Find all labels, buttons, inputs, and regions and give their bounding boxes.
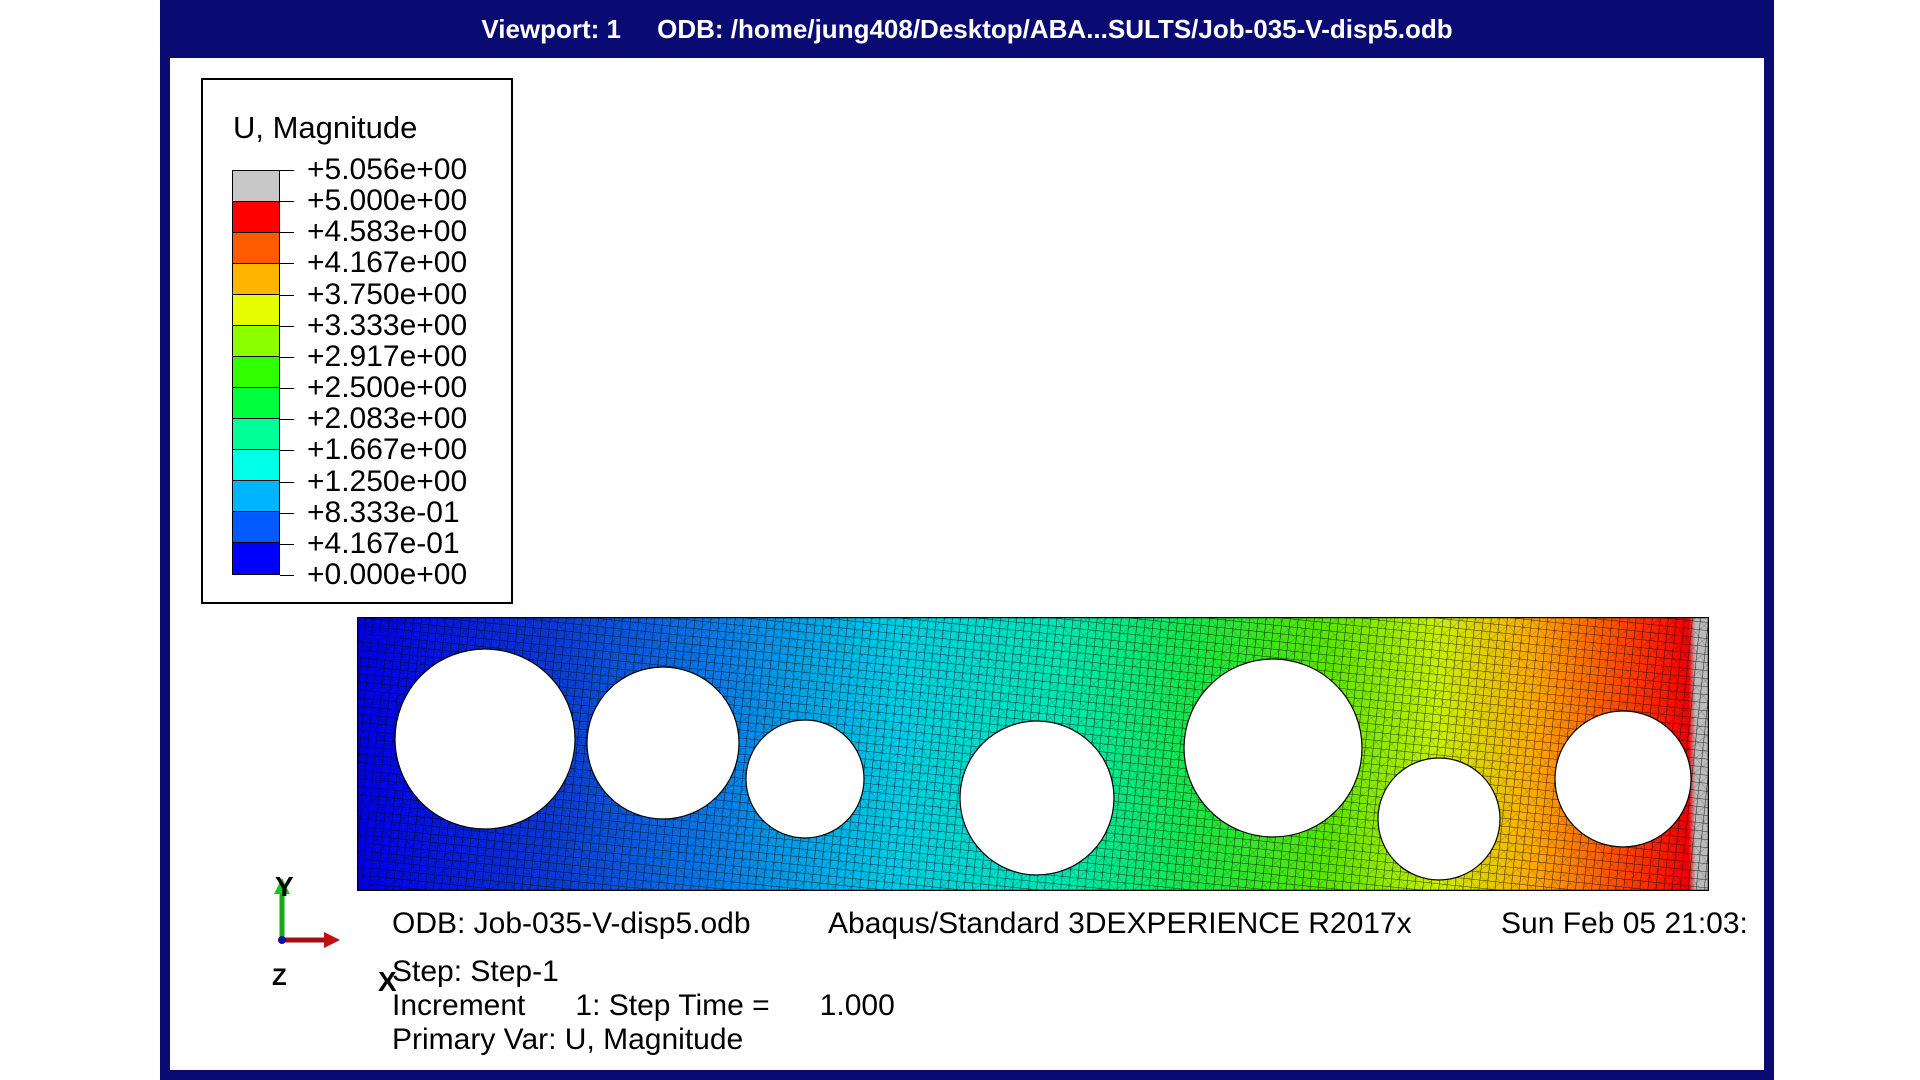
viewport-frame[interactable]: Viewport: 1 ODB: /home/jung408/Desktop/A… — [160, 0, 1774, 1080]
legend-value-label: +5.000e+00 — [307, 184, 468, 218]
legend-tick — [280, 575, 294, 576]
legend-tick — [280, 232, 294, 234]
plate-hole — [1554, 710, 1692, 848]
legend-value-label: +2.917e+00 — [307, 339, 468, 373]
legend-value-label: +2.500e+00 — [307, 371, 468, 405]
legend-color-bar — [232, 170, 280, 575]
plate-hole — [394, 648, 576, 830]
fe-model-contour-plot[interactable] — [357, 617, 1709, 891]
legend-swatch — [233, 419, 279, 450]
primary-var-info: Primary Var: U, Magnitude — [392, 1023, 744, 1056]
legend-value-label: +0.000e+00 — [307, 558, 468, 591]
solver-info: Abaqus/Standard 3DEXPERIENCE R2017x — [828, 907, 1412, 940]
legend-tick — [280, 263, 294, 265]
x-axis-arrow — [324, 932, 340, 948]
legend-value-label: +8.333e-01 — [307, 495, 460, 529]
legend-tick — [280, 325, 294, 327]
legend-tick — [280, 543, 294, 545]
legend-swatch — [233, 357, 279, 388]
y-axis-arrow — [274, 878, 290, 894]
date-info: Sun Feb 05 21:03: — [1501, 907, 1748, 940]
legend-value-label: +4.583e+00 — [307, 215, 468, 249]
legend-tick — [280, 512, 294, 514]
legend-tick — [280, 481, 294, 483]
legend-value-label: +4.167e-01 — [307, 526, 460, 560]
legend-title: U, Magnitude — [233, 110, 418, 145]
plate-hole — [1183, 658, 1363, 838]
legend-swatch — [233, 450, 279, 481]
contour-legend: U, Magnitude +5.056e+00 +5.000e+00 +4.583e… — [201, 78, 513, 604]
legend-swatch — [233, 388, 279, 419]
legend-tick — [280, 356, 294, 358]
legend-value-label: +1.250e+00 — [307, 464, 468, 498]
model-outline — [357, 617, 1709, 891]
triad-z-label: Z — [272, 964, 287, 991]
legend-swatch — [233, 171, 279, 202]
legend-tick — [280, 201, 294, 203]
legend-swatch — [233, 543, 279, 574]
legend-tick — [280, 450, 294, 452]
odb-info: ODB: Job-035-V-disp5.odb — [392, 907, 751, 940]
legend-tick — [280, 419, 294, 421]
plate-hole — [586, 666, 740, 820]
legend-value-label: +5.056e+00 — [307, 153, 468, 186]
legend-tick — [280, 388, 294, 390]
viewport-canvas[interactable]: U, Magnitude +5.056e+00 +5.000e+00 +4.583e… — [170, 58, 1764, 1070]
plate-hole — [745, 719, 865, 839]
step-info: Step: Step-1 — [392, 955, 559, 988]
triad-y-label: Y — [275, 871, 294, 902]
legend-value-label: +1.667e+00 — [307, 433, 468, 467]
legend-tick — [280, 294, 294, 296]
legend-swatch — [233, 512, 279, 543]
legend-tick — [280, 170, 294, 171]
triad-x-label: X — [378, 966, 397, 997]
legend-value-label: +4.167e+00 — [307, 246, 468, 280]
legend-swatch — [233, 233, 279, 264]
viewport-title: Viewport: 1 ODB: /home/jung408/Desktop/A… — [481, 13, 1453, 44]
legend-swatch — [233, 481, 279, 512]
axis-triad — [274, 878, 340, 948]
plate-hole — [959, 720, 1115, 876]
legend-swatch — [233, 264, 279, 295]
legend-value-label: +3.750e+00 — [307, 277, 468, 311]
plate-hole — [1377, 757, 1501, 881]
legend-swatch — [233, 295, 279, 326]
legend-value-label: +2.083e+00 — [307, 402, 468, 436]
legend-swatch — [233, 202, 279, 233]
legend-swatch — [233, 326, 279, 357]
increment-info: Increment 1: Step Time = 1.000 — [392, 989, 895, 1022]
legend-value-label: +3.333e+00 — [307, 308, 468, 342]
